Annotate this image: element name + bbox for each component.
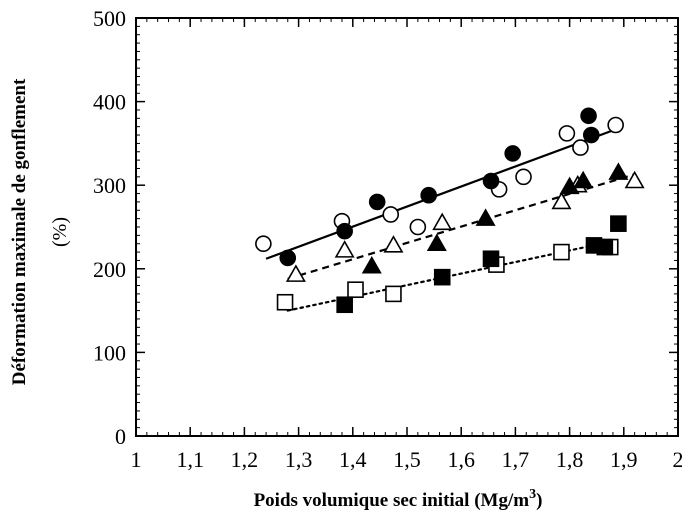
open-triangle-point (624, 170, 645, 189)
x-tick-label: 1,1 (176, 447, 204, 472)
y-tick-label: 500 (93, 6, 126, 31)
filled-circle-point (580, 107, 597, 125)
x-tick-label: 1,6 (447, 447, 475, 472)
plot-frame (135, 17, 679, 437)
open-circle-point (607, 116, 624, 134)
open-circle-point (558, 125, 576, 142)
filled-square-point (596, 238, 614, 256)
filled-circle-point (582, 126, 600, 144)
filled-triangle-point (475, 208, 496, 226)
x-axis-title: Poids volumique sec initial (Mg/m3) (254, 487, 543, 511)
open-square-point (553, 243, 570, 261)
fit-line-solid (265, 127, 619, 260)
x-tick-label: 2 (673, 447, 682, 472)
filled-circle-point (279, 249, 297, 267)
y-tick-label: 400 (93, 90, 126, 115)
y-tick-label: 300 (93, 173, 126, 198)
filled-square-point (610, 215, 627, 232)
x-tick-label: 1,9 (610, 447, 638, 472)
open-circle-point (409, 218, 427, 236)
y-tick-label: 0 (115, 424, 126, 449)
open-triangle-point (285, 264, 306, 282)
x-tick-label: 1 (131, 447, 142, 472)
open-circle-point (382, 206, 400, 223)
filled-circle-point (420, 186, 437, 204)
open-triangle-point (383, 235, 404, 253)
filled-circle-point (336, 222, 353, 240)
open-square-point (385, 285, 402, 303)
filled-square-point (482, 250, 500, 268)
filled-square-point (336, 296, 353, 314)
filled-square-point (433, 268, 451, 286)
x-tick-label: 1,5 (393, 447, 421, 472)
filled-circle-point (504, 145, 521, 162)
x-axis-title-text: Poids volumique sec initial (Mg/m (254, 490, 530, 511)
open-triangle-point (334, 240, 355, 258)
x-tick-label: 1,7 (502, 447, 530, 472)
filled-circle-point (368, 193, 386, 211)
filled-triangle-point (559, 176, 580, 195)
x-axis-title-close: ) (536, 490, 542, 511)
filled-triangle-point (608, 162, 629, 180)
x-axis-title-superscript: 3 (529, 487, 536, 502)
open-square-point (276, 293, 294, 311)
open-circle-point (515, 168, 532, 186)
x-tick-label: 1,3 (285, 447, 313, 472)
filled-triangle-point (573, 170, 594, 189)
open-triangle-point (432, 212, 453, 231)
y-tick-label: 200 (93, 257, 126, 282)
filled-circle-point (482, 172, 500, 190)
x-tick-label: 1,4 (339, 447, 367, 472)
open-circle-point (255, 235, 272, 253)
x-tick-label: 1,2 (231, 447, 259, 472)
axis-ticks (135, 17, 679, 437)
open-triangle-point (551, 191, 572, 210)
filled-triangle-point (361, 256, 382, 274)
y-axis-unit: (%) (49, 217, 71, 247)
open-square-point (347, 281, 364, 299)
y-axis-title: Déformation maximale de gonflement (9, 78, 30, 385)
x-tick-labels: 1 1,1 1,2 1,3 1,4 1,5 1,6 1,7 1,8 1,9 2 (131, 447, 682, 472)
open-circle-point (572, 139, 589, 156)
y-tick-label: 100 (93, 340, 126, 365)
data-points (255, 107, 645, 314)
x-tick-label: 1,8 (556, 447, 584, 472)
y-tick-labels: 0 100 200 300 400 500 (93, 6, 126, 449)
filled-triangle-point (426, 233, 447, 251)
